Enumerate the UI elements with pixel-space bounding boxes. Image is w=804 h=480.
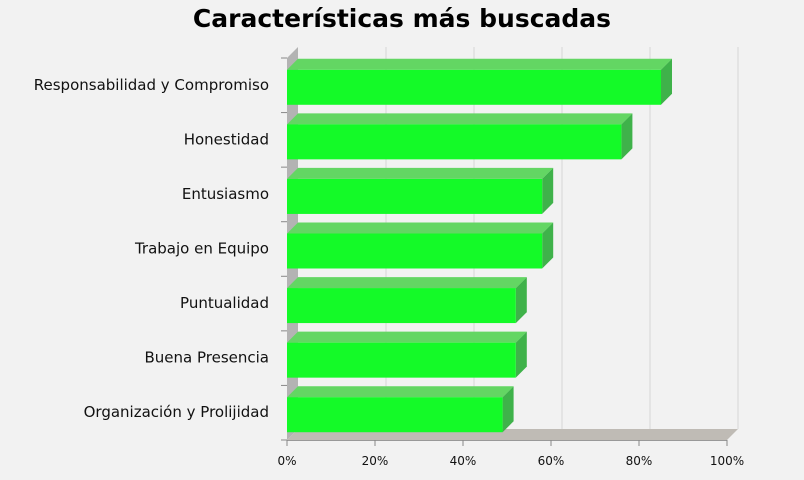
bar-side xyxy=(621,113,633,160)
category-label: Buena Presencia xyxy=(145,349,270,367)
bar xyxy=(287,233,543,269)
bar xyxy=(287,342,516,378)
bar-top xyxy=(287,58,672,70)
bar-top xyxy=(287,331,527,343)
bar xyxy=(287,178,543,214)
category-label: Responsabilidad y Compromiso xyxy=(34,76,269,94)
chart-title: Características más buscadas xyxy=(192,4,612,33)
bar-top xyxy=(287,277,527,289)
bar-side xyxy=(515,331,527,378)
x-tick-label: 40% xyxy=(450,454,477,468)
bar xyxy=(287,124,622,160)
bar-top xyxy=(287,386,514,398)
bar-top xyxy=(287,113,633,125)
bar-side xyxy=(502,386,514,433)
category-label: Entusiasmo xyxy=(182,185,269,203)
bar xyxy=(287,69,661,105)
bar-side xyxy=(542,222,554,269)
bar-top xyxy=(287,222,554,234)
bar-top xyxy=(287,167,554,179)
category-label: Honestidad xyxy=(184,130,269,148)
bar xyxy=(287,397,503,433)
bar-side xyxy=(515,277,527,324)
category-label: Organización y Prolijidad xyxy=(84,403,269,421)
category-label: Trabajo en Equipo xyxy=(134,240,269,258)
bar xyxy=(287,288,516,324)
x-tick-label: 80% xyxy=(626,454,653,468)
x-tick-label: 100% xyxy=(710,454,744,468)
category-label: Puntualidad xyxy=(180,294,269,312)
bar-side xyxy=(661,58,672,105)
bar-side xyxy=(542,167,554,214)
x-tick-label: 20% xyxy=(362,454,389,468)
x-tick-label: 60% xyxy=(538,454,565,468)
x-tick-label: 0% xyxy=(277,454,296,468)
